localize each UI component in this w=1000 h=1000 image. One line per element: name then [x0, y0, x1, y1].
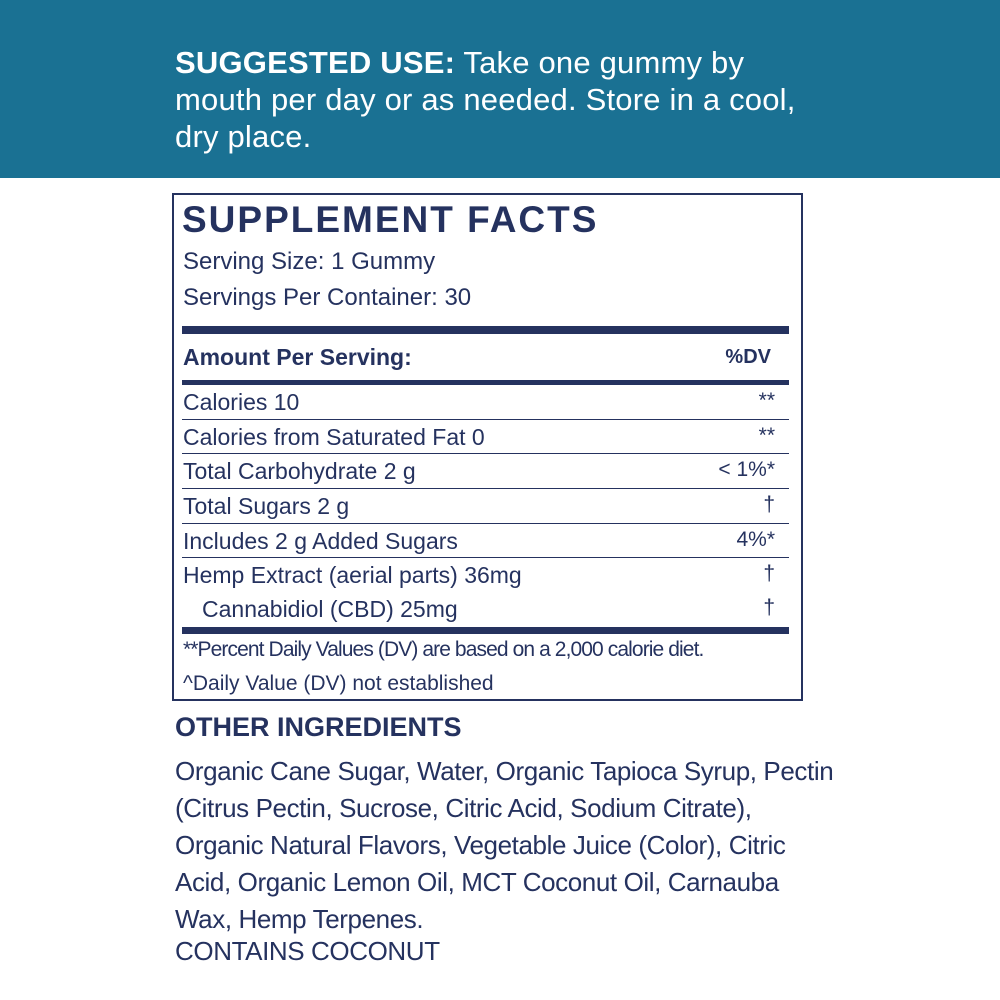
serving-size: Serving Size: 1 Gummy [183, 248, 436, 275]
nutrient-dv: ** [758, 424, 775, 447]
suggested-use-banner: SUGGESTED USE: Take one gummy by mouth p… [0, 0, 1000, 178]
nutrient-name: Cannabidiol (CBD) 25mg [202, 596, 458, 622]
nutrient-name: Includes 2 g Added Sugars [183, 528, 458, 554]
row-divider [182, 557, 789, 558]
nutrient-name: Calories from Saturated Fat 0 [183, 424, 485, 450]
nutrient-row: Total Sugars 2 g † [182, 489, 789, 523]
nutrient-name: Calories 10 [183, 389, 300, 415]
row-divider [182, 419, 789, 420]
nutrient-row: Calories from Saturated Fat 0 ** [182, 420, 789, 454]
amount-per-serving-heading: Amount Per Serving: [183, 344, 412, 370]
nutrient-name: Hemp Extract (aerial parts) 36mg [183, 562, 522, 588]
nutrient-row: Includes 2 g Added Sugars 4%* [182, 524, 789, 558]
footnote-not-established: ^Daily Value (DV) not established [183, 672, 494, 695]
nutrient-dv: ** [758, 389, 775, 412]
nutrient-dv: † [763, 596, 775, 619]
supplement-facts-panel: SUPPLEMENT FACTS Serving Size: 1 Gummy S… [172, 193, 803, 701]
nutrient-row: Cannabidiol (CBD) 25mg † [182, 592, 789, 626]
thick-divider [182, 326, 789, 334]
nutrient-dv: † [763, 493, 775, 516]
row-divider [182, 453, 789, 454]
medium-divider [182, 380, 789, 385]
supplement-facts-title: SUPPLEMENT FACTS [182, 199, 599, 240]
nutrient-dv: † [763, 562, 775, 585]
nutrient-name: Total Carbohydrate 2 g [183, 458, 416, 484]
footnote-daily-values: **Percent Daily Values (DV) are based on… [183, 638, 704, 661]
nutrient-row: Calories 10 ** [182, 385, 789, 419]
allergen-statement: CONTAINS COCONUT [175, 936, 440, 966]
servings-per-container: Servings Per Container: 30 [183, 284, 472, 311]
nutrient-dv: < 1%* [718, 458, 775, 481]
row-divider [182, 488, 789, 489]
other-ingredients-text: Organic Cane Sugar, Water, Organic Tapio… [175, 756, 834, 934]
thick-divider [182, 627, 789, 634]
suggested-use-instructions: Take one gummy by mouth per day or as ne… [175, 45, 796, 154]
nutrient-row: Hemp Extract (aerial parts) 36mg † [182, 558, 789, 592]
nutrient-row: Total Carbohydrate 2 g < 1%* [182, 454, 789, 488]
suggested-use-text: SUGGESTED USE: Take one gummy by mouth p… [175, 44, 815, 155]
other-ingredients-title: OTHER INGREDIENTS [175, 712, 462, 742]
nutrient-name: Total Sugars 2 g [183, 493, 350, 519]
suggested-use-label: SUGGESTED USE: [175, 45, 456, 80]
nutrient-dv: 4%* [736, 528, 775, 551]
dv-column-heading: %DV [725, 346, 771, 368]
row-divider [182, 523, 789, 524]
